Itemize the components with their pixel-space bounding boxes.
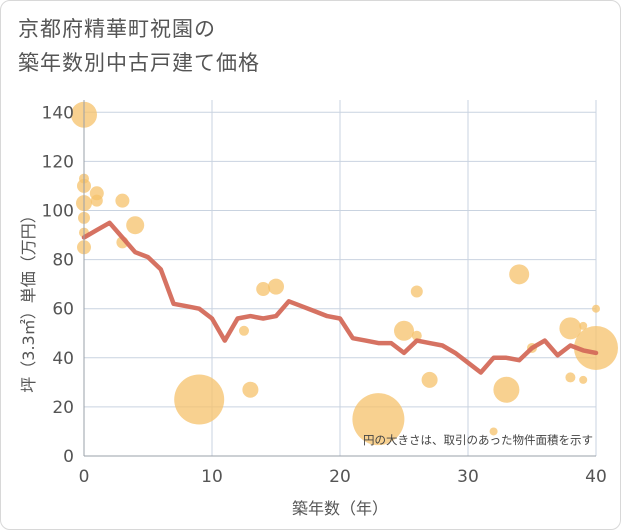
bubbles bbox=[71, 101, 618, 446]
bubble-point bbox=[239, 325, 249, 336]
x-tick-label: 0 bbox=[79, 467, 90, 487]
average-price-line bbox=[81, 220, 599, 375]
bubble-point bbox=[256, 282, 271, 297]
bubble-point bbox=[411, 330, 422, 341]
bubble-point bbox=[592, 304, 600, 313]
y-tick-label: 0 bbox=[63, 447, 74, 467]
x-tick-label: 20 bbox=[329, 467, 351, 487]
y-tick-labels: 0 20 40 60 80 100 120 140 bbox=[42, 103, 74, 467]
y-axis-label: 坪（3.3㎡）単価（万円） bbox=[19, 207, 38, 392]
bubble-point bbox=[489, 427, 498, 436]
chart-title: 京都府精華町祝園の 築年数別中古戸建て価格 bbox=[18, 12, 260, 80]
bubble-point bbox=[493, 376, 520, 403]
bubble-point bbox=[174, 374, 225, 425]
y-tick-label: 120 bbox=[42, 152, 74, 172]
bubble-point bbox=[90, 194, 103, 207]
x-tick-label: 30 bbox=[457, 467, 479, 487]
y-tick-label: 40 bbox=[52, 349, 74, 369]
bubble-point bbox=[115, 193, 130, 208]
bubble-point bbox=[352, 393, 405, 446]
bubble-point bbox=[268, 278, 284, 295]
size-note: 円の大きさは、取引のあった物件面積を示す bbox=[363, 433, 593, 447]
y-tick-label: 20 bbox=[52, 398, 74, 418]
x-axis-label: 築年数（年） bbox=[292, 499, 388, 518]
bubble-point bbox=[509, 264, 530, 285]
y-tick-label: 140 bbox=[42, 103, 74, 123]
bubble-point bbox=[126, 216, 145, 235]
bubble-point bbox=[394, 320, 414, 341]
bubble-point bbox=[421, 371, 438, 388]
bubble-point bbox=[565, 372, 576, 383]
trend-line-group bbox=[81, 220, 599, 375]
x-tick-label: 10 bbox=[201, 467, 223, 487]
bubble-point bbox=[559, 317, 582, 340]
axes bbox=[83, 100, 596, 457]
bubble-point bbox=[579, 375, 588, 384]
x-tick-labels: 0 10 20 30 40 bbox=[79, 467, 607, 487]
bubble-point bbox=[574, 325, 618, 370]
bubble-point bbox=[410, 285, 423, 298]
bubble-point bbox=[242, 381, 259, 398]
y-tick-label: 80 bbox=[52, 251, 74, 271]
chart-title-line-2: 築年数別中古戸建て価格 bbox=[18, 51, 260, 75]
y-tick-label: 100 bbox=[42, 201, 74, 221]
x-tick-label: 40 bbox=[585, 467, 607, 487]
chart-title-line-1: 京都府精華町祝園の bbox=[18, 17, 216, 41]
y-tick-label: 60 bbox=[52, 300, 74, 320]
bubble-point bbox=[579, 321, 588, 330]
